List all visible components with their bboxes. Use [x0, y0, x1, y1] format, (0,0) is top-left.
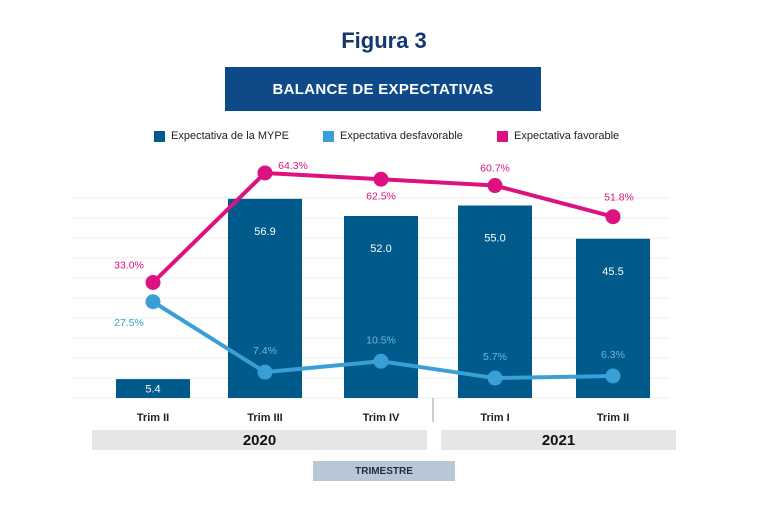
point-desfavorable — [257, 364, 273, 380]
x-tick-label: Trim II — [137, 412, 169, 424]
legend-label: Expectativa de la MYPE — [171, 130, 290, 142]
chart-title: BALANCE DE EXPECTATIVAS — [225, 67, 541, 111]
point-favorable — [145, 275, 161, 290]
x-tick-label: Trim IV — [363, 412, 400, 424]
legend-swatch — [497, 130, 508, 142]
point-favorable — [373, 171, 389, 187]
year-label-2020: 2020 — [92, 430, 427, 450]
legend-label: Expectativa desfavorable — [340, 130, 463, 142]
legend-label: Expectativa favorable — [514, 130, 620, 142]
legend-swatch — [323, 130, 334, 142]
x-tick-label: Trim I — [480, 412, 509, 424]
bar-label: 56.9 — [254, 226, 275, 238]
bar-label: 55.0 — [484, 233, 505, 245]
point-desfavorable — [605, 368, 621, 384]
data-label-desfavorable: 10.5% — [366, 334, 396, 346]
data-label-desfavorable: 6.3% — [601, 349, 625, 361]
data-label-favorable: 33.0% — [114, 260, 144, 272]
x-axis-label: TRIMESTRE — [313, 461, 455, 481]
point-favorable — [257, 165, 273, 181]
data-label-favorable: 51.8% — [604, 192, 634, 204]
point-favorable — [487, 178, 503, 194]
data-label-favorable: 62.5% — [366, 190, 396, 202]
x-tick-label: Trim III — [247, 412, 282, 424]
data-label-desfavorable: 27.5% — [114, 317, 144, 329]
point-desfavorable — [487, 370, 503, 386]
bar — [116, 379, 190, 398]
year-label-2021: 2021 — [441, 430, 676, 450]
x-tick-label: Trim II — [597, 412, 629, 424]
legend-item-favorable: Expectativa favorable — [497, 130, 619, 142]
legend-item-mype: Expectativa de la MYPE — [154, 130, 289, 142]
legend-swatch — [154, 130, 165, 142]
figure-label: Figura 3 — [341, 28, 427, 53]
data-label-favorable: 60.7% — [480, 163, 510, 175]
bar-label: 45.5 — [602, 266, 623, 278]
legend-item-desfavorable: Expectativa desfavorable — [323, 130, 463, 142]
data-label-desfavorable: 7.4% — [253, 345, 277, 357]
point-desfavorable — [373, 353, 389, 369]
bar — [458, 205, 532, 398]
data-label-desfavorable: 5.7% — [483, 351, 507, 363]
bar-label: 52.0 — [370, 243, 391, 255]
data-label-favorable: 64.3% — [278, 160, 308, 172]
point-desfavorable — [145, 294, 161, 310]
bar-label: 5.4 — [145, 384, 160, 396]
point-favorable — [605, 209, 621, 225]
legend: Expectativa de la MYPE Expectativa desfa… — [0, 130, 768, 146]
